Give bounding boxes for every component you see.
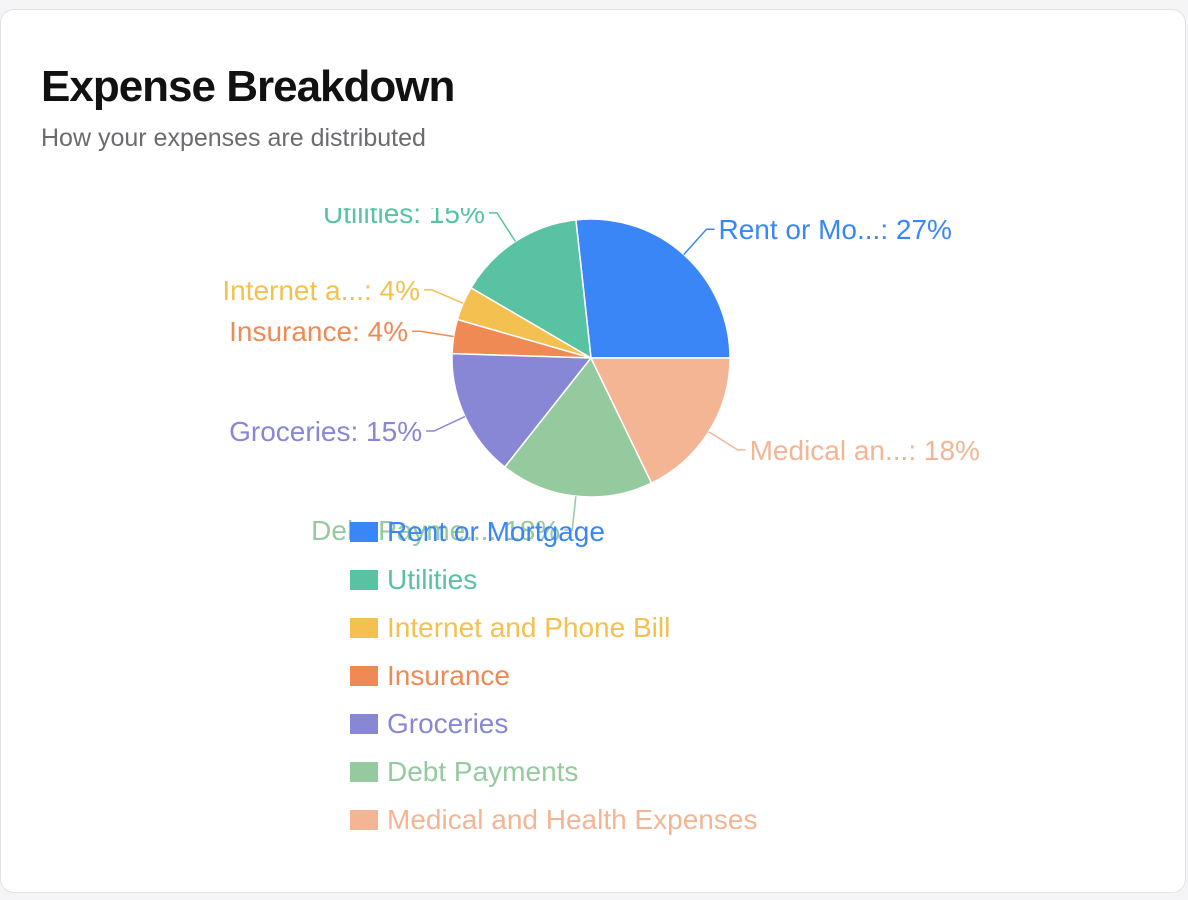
label-leader-line xyxy=(426,415,466,432)
legend-item[interactable]: Debt Payments xyxy=(350,748,757,796)
expense-breakdown-card: Expense Breakdown How your expenses are … xyxy=(0,9,1186,893)
card-subtitle: How your expenses are distributed xyxy=(41,124,426,152)
label-leader-line xyxy=(488,212,517,242)
slice-data-label: Insurance: 4% xyxy=(229,316,408,347)
legend-label: Internet and Phone Bill xyxy=(387,612,671,643)
legend-swatch xyxy=(350,666,378,686)
pie-slice[interactable] xyxy=(575,218,731,359)
legend-item[interactable]: Groceries xyxy=(350,700,757,748)
legend-swatch xyxy=(350,714,378,734)
legend-item[interactable]: Medical and Health Expenses xyxy=(350,796,757,844)
legend-label: Utilities xyxy=(387,564,478,595)
legend-label: Medical and Health Expenses xyxy=(387,804,758,835)
legend-swatch xyxy=(350,618,378,638)
slice-data-label: Medical an...: 18% xyxy=(750,435,980,466)
pie-chart: Rent or Mo...: 27% Utilities: 15% Internet… xyxy=(222,198,980,546)
pie-slice[interactable] xyxy=(589,357,731,485)
slice-data-label: Rent or Mo...: 27% xyxy=(719,214,952,245)
legend-item[interactable]: Rent or Mortgage xyxy=(350,508,757,556)
legend-item[interactable]: Utilities xyxy=(350,556,757,604)
legend-swatch xyxy=(350,522,378,542)
legend-swatch xyxy=(350,570,378,590)
legend-label: Groceries xyxy=(387,708,509,739)
legend-swatch xyxy=(350,810,378,830)
label-leader-line xyxy=(412,330,454,338)
label-leader-line xyxy=(424,289,464,304)
legend-item[interactable]: Insurance xyxy=(350,652,757,700)
label-leader-line xyxy=(683,228,715,256)
label-leader-line xyxy=(564,496,577,531)
legend-label: Rent or Mortgage xyxy=(387,516,605,547)
chart-legend: Rent or Mortgage Utilities Internet and Ph… xyxy=(350,508,757,844)
slice-data-label: Groceries: 15% xyxy=(229,416,422,447)
legend-label: Debt Payments xyxy=(387,756,579,787)
slice-data-label: Internet a...: 4% xyxy=(222,275,420,306)
legend-item[interactable]: Internet and Phone Bill xyxy=(350,604,757,652)
slice-data-label: Utilities: 15% xyxy=(323,198,485,229)
legend-label: Insurance xyxy=(387,660,510,691)
legend-swatch xyxy=(350,762,378,782)
label-leader-line xyxy=(708,431,746,451)
card-title: Expense Breakdown xyxy=(41,62,455,111)
pie-slice[interactable] xyxy=(503,356,653,498)
